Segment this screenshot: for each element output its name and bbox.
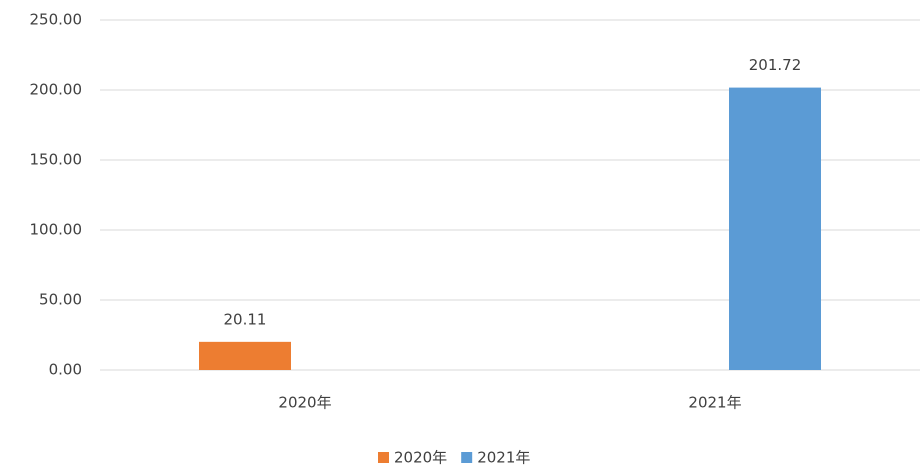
- legend-swatch: [378, 452, 389, 463]
- legend-label: 2020年: [394, 449, 447, 467]
- x-tick-label: 2020年: [278, 394, 331, 412]
- legend-label: 2021年: [477, 449, 530, 467]
- x-tick-label: 2021年: [688, 394, 741, 412]
- bar: [729, 87, 821, 370]
- y-tick-label: 250.00: [30, 11, 83, 29]
- value-label: 201.72: [749, 56, 802, 74]
- bar: [199, 341, 291, 370]
- y-tick-label: 50.00: [39, 291, 82, 309]
- y-tick-label: 150.00: [30, 151, 83, 169]
- value-label: 20.11: [224, 310, 267, 328]
- y-tick-label: 0.00: [49, 361, 82, 379]
- legend-swatch: [461, 452, 473, 463]
- y-tick-label: 200.00: [30, 81, 83, 99]
- y-tick-label: 100.00: [30, 221, 83, 239]
